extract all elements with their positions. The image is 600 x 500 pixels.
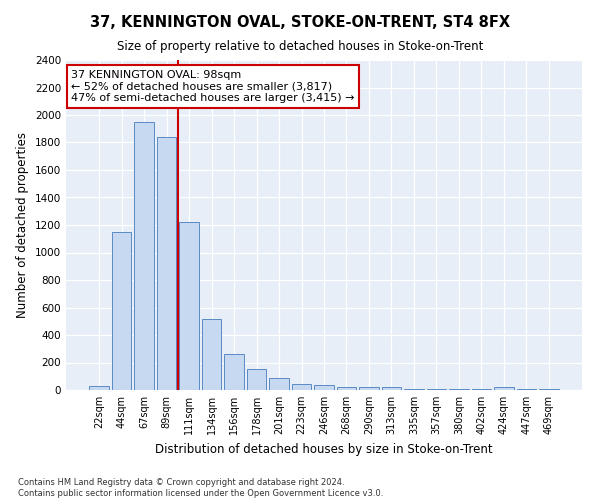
- Y-axis label: Number of detached properties: Number of detached properties: [16, 132, 29, 318]
- Text: Contains HM Land Registry data © Crown copyright and database right 2024.
Contai: Contains HM Land Registry data © Crown c…: [18, 478, 383, 498]
- Text: 37 KENNINGTON OVAL: 98sqm
← 52% of detached houses are smaller (3,817)
47% of se: 37 KENNINGTON OVAL: 98sqm ← 52% of detac…: [71, 70, 355, 103]
- Bar: [202, 318, 221, 390]
- Bar: [112, 232, 131, 390]
- Bar: [359, 387, 379, 390]
- Bar: [157, 137, 176, 390]
- Bar: [269, 378, 289, 390]
- Bar: [247, 368, 266, 390]
- Bar: [382, 387, 401, 390]
- X-axis label: Distribution of detached houses by size in Stoke-on-Trent: Distribution of detached houses by size …: [155, 442, 493, 456]
- Bar: [134, 122, 154, 390]
- Bar: [89, 386, 109, 390]
- Bar: [427, 388, 446, 390]
- Bar: [337, 387, 356, 390]
- Bar: [404, 388, 424, 390]
- Text: Size of property relative to detached houses in Stoke-on-Trent: Size of property relative to detached ho…: [117, 40, 483, 53]
- Bar: [179, 222, 199, 390]
- Bar: [314, 384, 334, 390]
- Text: 37, KENNINGTON OVAL, STOKE-ON-TRENT, ST4 8FX: 37, KENNINGTON OVAL, STOKE-ON-TRENT, ST4…: [90, 15, 510, 30]
- Bar: [224, 354, 244, 390]
- Bar: [494, 387, 514, 390]
- Bar: [292, 384, 311, 390]
- Bar: [517, 388, 536, 390]
